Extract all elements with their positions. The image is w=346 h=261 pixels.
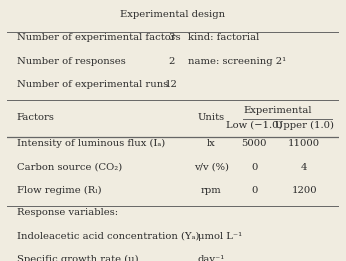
Text: Upper (1.0): Upper (1.0) [275,121,334,130]
Text: 11000: 11000 [288,139,320,148]
Text: Carbon source (CO₂): Carbon source (CO₂) [17,163,122,172]
Text: μmol L⁻¹: μmol L⁻¹ [198,232,242,241]
Text: name: screening 2¹: name: screening 2¹ [188,57,286,66]
Text: Specific growth rate (μ): Specific growth rate (μ) [17,255,138,261]
Text: rpm: rpm [201,186,221,195]
Text: Factors: Factors [17,114,55,122]
Text: 4: 4 [301,163,308,172]
Text: Intensity of luminous flux (Iₐ): Intensity of luminous flux (Iₐ) [17,139,165,148]
Text: Indoleacetic acid concentration (Yₐ): Indoleacetic acid concentration (Yₐ) [17,232,199,241]
Text: 5000: 5000 [242,139,267,148]
Text: 0: 0 [251,186,257,195]
Text: 2: 2 [168,57,174,66]
Text: Number of experimental runs: Number of experimental runs [17,80,168,89]
Text: v/v (%): v/v (%) [194,163,229,172]
Text: 12: 12 [165,80,178,89]
Text: Number of responses: Number of responses [17,57,126,66]
Text: Units: Units [198,114,225,122]
Text: Experimental: Experimental [243,106,312,115]
Text: 0: 0 [251,163,257,172]
Text: lx: lx [207,139,216,148]
Text: Experimental design: Experimental design [120,10,226,19]
Text: Response variables:: Response variables: [17,208,118,217]
Text: Number of experimental factors: Number of experimental factors [17,33,181,42]
Text: Flow regime (Rₗ): Flow regime (Rₗ) [17,186,101,195]
Text: 3: 3 [168,33,174,42]
Text: day⁻¹: day⁻¹ [198,255,225,261]
Text: 1200: 1200 [291,186,317,195]
Text: Low (−1.0): Low (−1.0) [226,121,283,129]
Text: kind: factorial: kind: factorial [188,33,259,42]
